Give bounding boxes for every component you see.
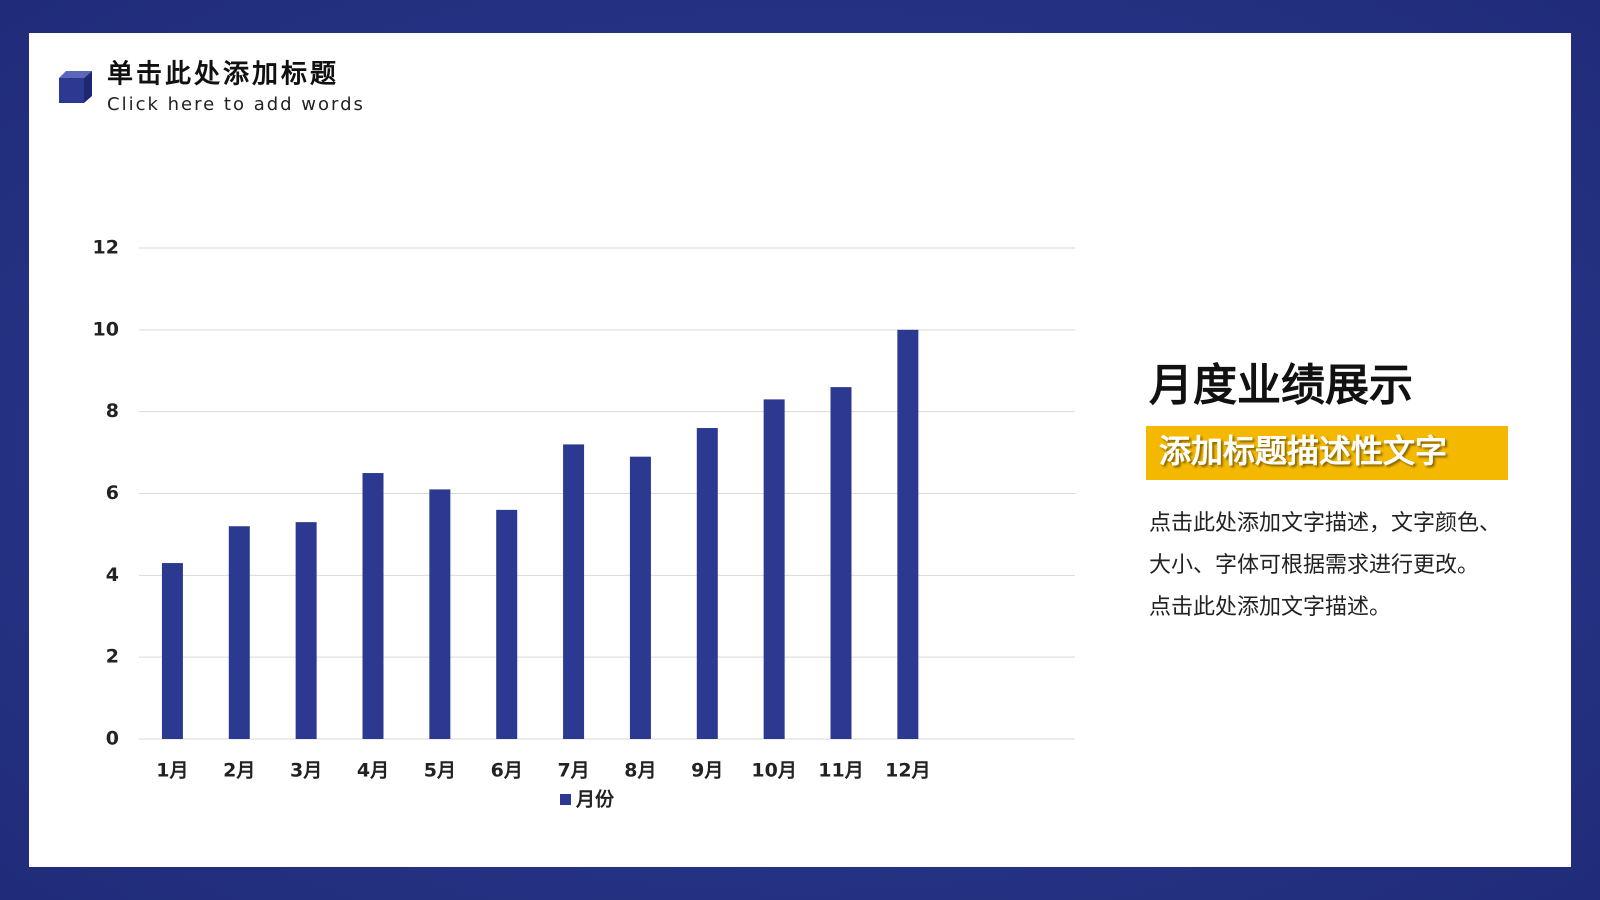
x-tick-label: 7月 — [557, 760, 589, 782]
x-tick-label: 2月 — [223, 760, 255, 782]
y-tick-label: 12 — [93, 237, 119, 259]
bar — [563, 444, 585, 739]
y-tick-label: 8 — [106, 400, 119, 422]
bar — [629, 456, 651, 739]
bar — [897, 329, 919, 739]
bar — [696, 428, 718, 739]
bar — [763, 399, 785, 739]
panel-line: 点击此处添加文字描述。 — [1149, 595, 1391, 620]
header-subtitle: Click here to add words — [107, 94, 365, 115]
panel-tagline: 添加标题描述性文字 — [1159, 432, 1447, 470]
bar — [161, 563, 183, 739]
x-tick-label: 9月 — [691, 760, 723, 782]
x-tick-label: 10月 — [751, 760, 796, 782]
bar — [496, 509, 518, 739]
panel-line: 大小、字体可根据需求进行更改。 — [1149, 553, 1479, 578]
x-tick-label: 5月 — [424, 760, 456, 782]
x-tick-label: 8月 — [624, 760, 656, 782]
bar — [228, 526, 250, 739]
bar — [295, 522, 317, 739]
x-tick-label: 4月 — [357, 760, 389, 782]
legend-label: 月份 — [575, 788, 615, 811]
panel-heading: 月度业绩展示 — [1149, 360, 1413, 411]
x-tick-label: 11月 — [818, 760, 863, 782]
bar — [429, 489, 451, 739]
y-tick-label: 6 — [106, 482, 119, 504]
x-tick-label: 12月 — [885, 760, 930, 782]
header-title: 单击此处添加标题 — [107, 60, 339, 90]
bar — [830, 387, 852, 739]
legend-swatch — [560, 794, 571, 805]
y-tick-label: 4 — [106, 564, 119, 586]
panel-text: 点击此处添加文字描述，文字颜色、大小、字体可根据需求进行更改。点击此处添加文字描… — [1149, 511, 1501, 620]
y-tick-label: 2 — [106, 646, 119, 668]
x-tick-label: 6月 — [491, 760, 523, 782]
tagline-box — [1146, 426, 1508, 480]
bar — [362, 473, 384, 739]
x-tick-label: 1月 — [156, 760, 188, 782]
x-tick-label: 3月 — [290, 760, 322, 782]
y-tick-label: 0 — [106, 728, 119, 750]
y-tick-label: 10 — [93, 318, 119, 340]
header-icon — [59, 71, 92, 103]
panel-line: 点击此处添加文字描述，文字颜色、 — [1149, 511, 1501, 536]
